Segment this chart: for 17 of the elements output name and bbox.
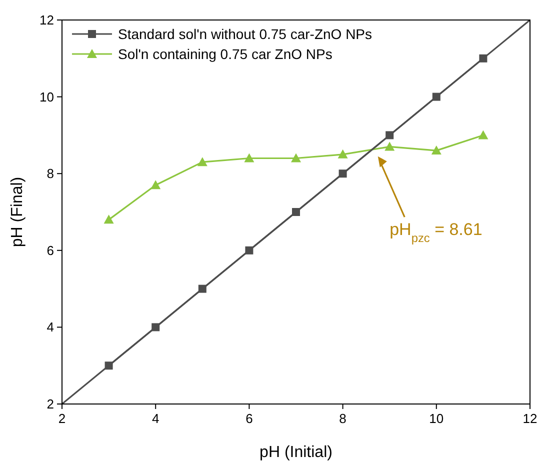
x-tick-label: 4 <box>152 411 160 426</box>
y-tick-label: 10 <box>40 89 54 104</box>
x-tick-label: 8 <box>339 411 346 426</box>
x-tick-label: 2 <box>58 411 66 426</box>
y-tick-label: 6 <box>46 242 54 258</box>
y-tick-label: 12 <box>40 12 54 28</box>
y-tick-label: 4 <box>46 320 54 335</box>
y-tick-label: 2 <box>46 396 54 412</box>
annotation: pH$_{pzc}$ = 8.61 <box>390 220 482 246</box>
x-tick-label: 10 <box>429 411 444 426</box>
legend-label: Sol'n containing 0.75 car ZnO NPs <box>118 46 332 62</box>
y-tick-label: 8 <box>46 166 54 182</box>
x-tick-label: 12 <box>522 411 538 426</box>
x-axis-title: pH (Initial) <box>260 444 332 461</box>
legend-label: Standard sol'n without 0.75 car-ZnO NPs <box>118 26 372 42</box>
x-tick-label: 6 <box>246 411 253 426</box>
y-axis-title: pH (Final) <box>9 176 26 248</box>
